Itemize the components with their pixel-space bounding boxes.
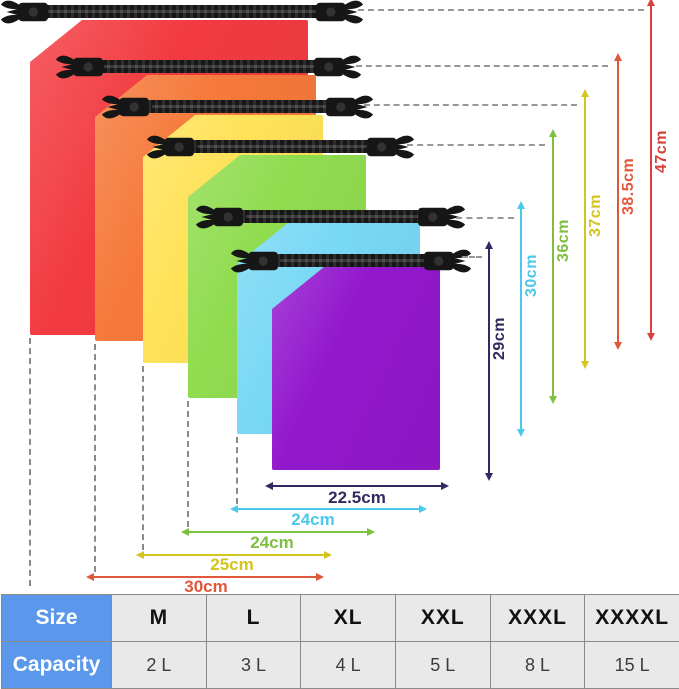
guide-line-red-left [29, 338, 31, 586]
buckle-clip-icon [0, 0, 48, 24]
guide-line-blue-top [456, 217, 514, 219]
strap-red [36, 5, 322, 18]
guide-line-red-top [358, 9, 644, 11]
size-cell-xl: XL [301, 595, 395, 641]
size-cell-xxxl: XXXL [490, 595, 585, 641]
capacity-cell-15l: 15 L [585, 642, 679, 688]
buckle-clip-icon [326, 95, 374, 119]
buckle-clip-icon [316, 0, 364, 24]
height-label-30cm: 30cm [523, 254, 540, 297]
height-label-36cm: 36cm [555, 219, 572, 262]
strap-purple [277, 254, 430, 267]
width-label-22.5cm: 22.5cm [328, 488, 386, 507]
guide-line-green-left [187, 401, 189, 527]
capacity-cell-8l: 8 L [490, 642, 585, 688]
strap-yellow [148, 100, 332, 113]
guide-line-purple-top [462, 256, 482, 258]
guide-line-yellow-left [142, 366, 144, 550]
height-arrow-30cm [517, 201, 525, 437]
height-label-29cm: 29cm [491, 317, 508, 360]
size-capacity-table: Size M L XL XXL XXXL XXXXL Capacity 2 L … [1, 594, 679, 689]
height-arrow-36cm [549, 129, 557, 404]
capacity-cell-5l: 5 L [395, 642, 490, 688]
size-cell-xxxxl: XXXXL [585, 595, 679, 641]
size-cell-xxl: XXL [395, 595, 490, 641]
buckle-clip-icon [55, 55, 103, 79]
width-label-30cm: 30cm [184, 577, 228, 596]
width-arrow-22.5cm [265, 482, 449, 490]
guide-line-green-top [407, 144, 545, 146]
width-label-24cm-green: 24cm [250, 533, 294, 552]
buckle-clip-icon [424, 249, 472, 273]
strap-blue [242, 210, 424, 223]
guide-line-blue-left [236, 437, 238, 504]
width-label-25cm: 25cm [210, 555, 254, 574]
strap-orange [100, 60, 320, 73]
buckle-clip-icon [230, 249, 278, 273]
width-arrow-25cm [136, 551, 332, 559]
buckle-clip-icon [314, 55, 362, 79]
height-label-37cm: 37cm [587, 194, 604, 237]
table-header-capacity: Capacity [2, 642, 111, 688]
width-arrow-24cm-green [181, 528, 375, 536]
guide-line-yellow-top [364, 104, 577, 106]
height-arrow-47cm [647, 0, 655, 341]
size-cell-l: L [206, 595, 301, 641]
capacity-cell-2l: 2 L [112, 642, 206, 688]
capacity-cell-4l: 4 L [301, 642, 395, 688]
height-arrow-38.5cm [614, 53, 622, 350]
buckle-clip-icon [146, 135, 194, 159]
table-header-size: Size [2, 595, 111, 641]
buckle-clip-icon [195, 205, 243, 229]
width-label-24cm-blue: 24cm [291, 510, 335, 529]
buckle-clip-icon [367, 135, 415, 159]
capacity-cell-3l: 3 L [206, 642, 301, 688]
bag-body-purple [272, 267, 440, 470]
guide-line-orange-left [94, 344, 96, 572]
width-arrow-24cm-blue [230, 505, 427, 513]
height-arrow-29cm [485, 241, 493, 481]
strap-green [193, 140, 373, 153]
width-arrow-30cm [86, 573, 324, 581]
height-label-47cm: 47cm [653, 130, 670, 173]
guide-line-orange-top [356, 65, 608, 67]
height-label-38.5cm: 38.5cm [620, 157, 637, 215]
height-arrow-37cm [581, 89, 589, 369]
buckle-clip-icon [101, 95, 149, 119]
size-cell-m: M [112, 595, 206, 641]
